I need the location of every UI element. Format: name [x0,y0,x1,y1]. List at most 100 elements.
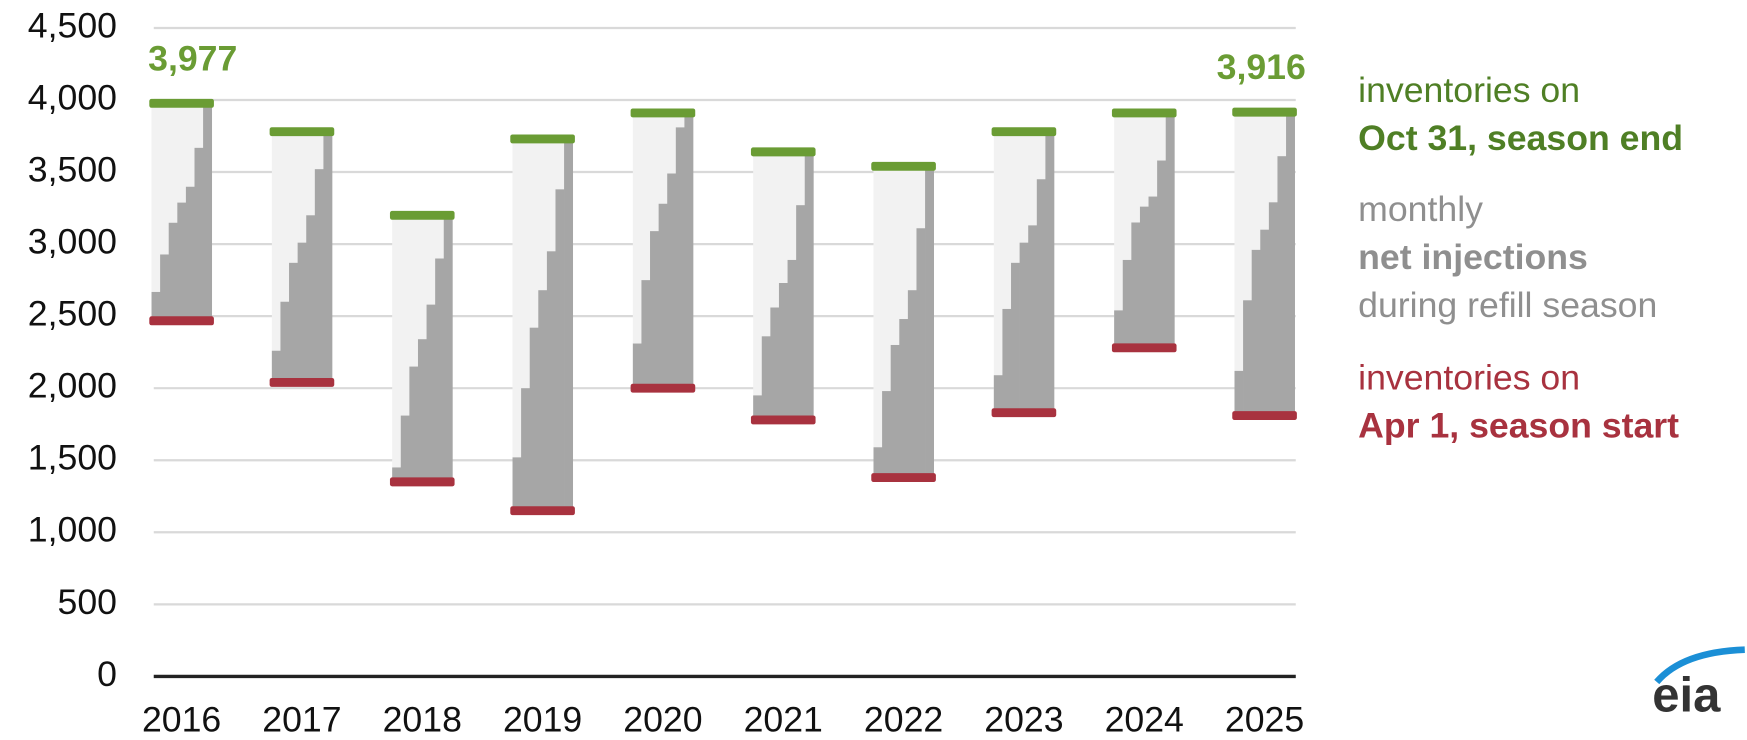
season-start-marker [510,506,575,516]
legend-text: during refill season [1358,285,1657,325]
injection-step [804,151,814,420]
y-tick-label: 1,500 [28,438,117,478]
injection-step [1277,156,1287,416]
injection-step [203,103,213,321]
logo-arc [1654,646,1745,685]
injection-step [1234,370,1244,416]
injection-step [521,388,531,511]
y-tick-label: 2,500 [28,294,117,334]
season-start-marker [750,415,816,425]
injection-step [1036,179,1046,413]
x-tick-label: 2016 [142,699,221,739]
injection-step [770,307,780,420]
injection-step [684,112,694,389]
x-tick-label: 2025 [1225,699,1304,739]
legend-text: inventories on [1358,357,1580,397]
legend-text: Oct 31, season end [1358,118,1683,158]
injection-step [1028,225,1038,413]
logo: eia [1652,669,1721,723]
injection-step [641,280,651,389]
injection-step [168,222,178,321]
injection-step [1148,196,1158,348]
x-tick-label: 2019 [503,699,582,739]
season-end-marker [871,161,936,171]
injection-step [907,290,917,478]
injection-step [925,166,934,478]
legend-text: inventories on [1358,70,1580,110]
season-start-marker [630,383,696,393]
injection-step [1286,112,1295,416]
injection-step [443,215,453,482]
injection-step [1260,229,1270,416]
injection-step [529,327,539,511]
x-tick-label: 2020 [623,699,702,739]
injection-step [306,215,316,383]
y-tick-label: 4,000 [28,77,117,117]
injection-step [194,147,204,321]
season-start-marker [269,377,335,387]
injection-step [916,228,926,478]
y-tick-label: 3,500 [28,149,117,189]
injection-step [1019,242,1029,413]
injection-step [185,186,195,321]
injection-step [778,283,788,420]
injection-step [564,138,574,511]
injection-step [675,127,685,389]
injection-step [1165,112,1175,348]
injection-step [993,375,1003,413]
x-tick-label: 2023 [984,699,1063,739]
injection-step [538,290,548,511]
season-end-marker [1232,107,1297,117]
injection-step [1011,262,1020,413]
y-tick-label: 3,000 [28,222,117,262]
season-start-marker [149,316,214,326]
injection-step [546,251,556,511]
injection-step [761,336,771,420]
injection-step [1139,206,1149,348]
season-start-marker [1111,343,1177,353]
injection-step [787,259,797,420]
injection-step [1002,308,1012,413]
injection-step [1045,131,1055,413]
injection-step [890,344,900,478]
data-label: 3,977 [148,38,237,78]
injection-step [280,301,290,383]
injection-step [426,304,436,482]
injection-step [1243,300,1253,416]
y-tick-label: 1,000 [28,510,117,550]
injection-step [177,202,187,321]
injection-step [1122,259,1132,348]
injection-step [882,391,892,478]
injection-step [1251,249,1261,416]
season-end-marker [510,134,575,144]
legend-text: Apr 1, season start [1358,405,1679,445]
injection-step [417,339,427,482]
season-end-marker [991,127,1057,137]
injection-step [555,189,565,511]
injection-step [314,169,324,383]
injection-step [1157,160,1167,348]
injection-step [289,262,298,383]
season-end-marker [750,147,816,157]
x-tick-label: 2021 [744,699,823,739]
injection-step [753,395,763,420]
injection-step [632,343,642,389]
season-end-marker [1111,108,1177,118]
season-end-marker [630,108,696,118]
season-end-marker [149,98,214,108]
injection-step [409,366,419,482]
x-tick-label: 2024 [1105,699,1184,739]
x-tick-label: 2017 [262,699,341,739]
y-tick-label: 0 [97,654,117,694]
y-tick-label: 500 [58,582,117,622]
y-tick-label: 2,000 [28,366,117,406]
injection-step [160,254,170,321]
y-tick-label: 4,500 [28,5,117,45]
injection-step [1114,310,1124,348]
injection-step [667,173,677,389]
injection-step [323,131,333,383]
injection-step [400,415,410,482]
season-end-marker [389,210,455,220]
injection-step [650,231,659,389]
